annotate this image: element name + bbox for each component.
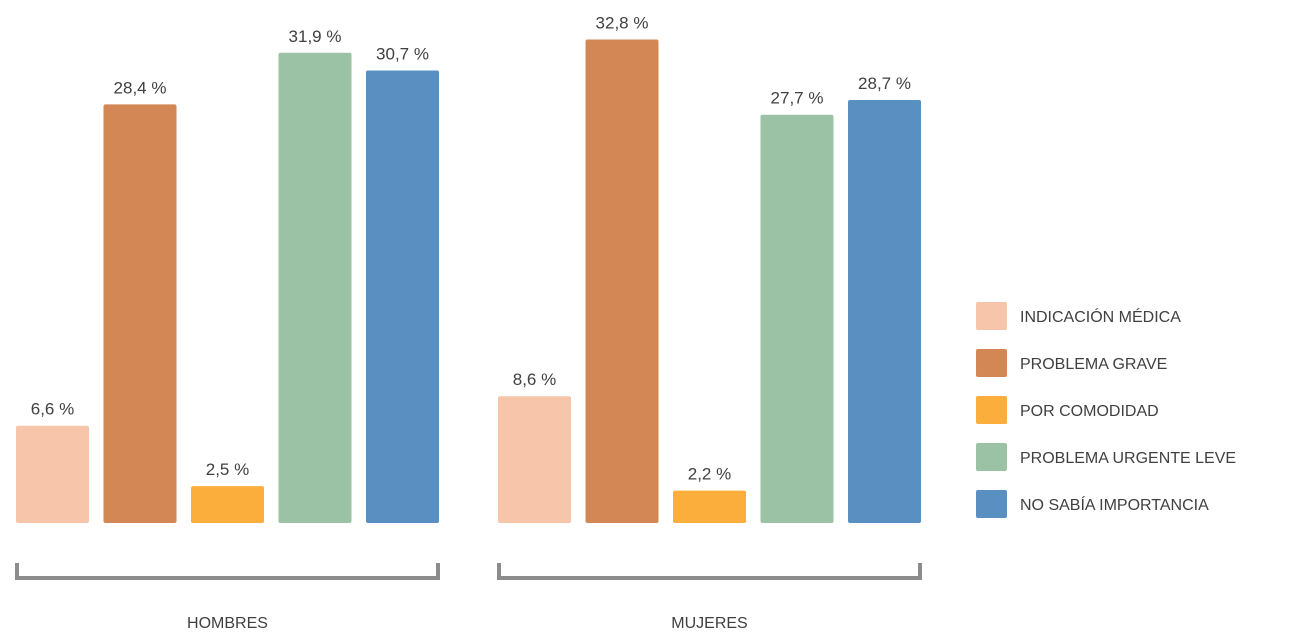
value-label-hombres-problema-grave: 28,4 % bbox=[114, 78, 167, 97]
bar-mujeres-problema-grave bbox=[585, 39, 659, 523]
value-label-hombres-por-comodidad: 2,5 % bbox=[206, 460, 249, 479]
value-labels-layer: 6,6 % 28,4 % 2,5 % 31,9 % 30,7 % 8,6 % 32,8 % 2… bbox=[31, 14, 911, 484]
legend: INDICACIÓN MÉDICA PROBLEMA GRAVE POR COMOD… bbox=[976, 302, 1236, 518]
value-label-hombres-indicacion-medica: 6,6 % bbox=[31, 400, 74, 419]
group-axis: HOMBRES MUJERES bbox=[15, 563, 922, 632]
legend-label-problema-grave: PROBLEMA GRAVE bbox=[1020, 356, 1167, 373]
group-bracket-hombres bbox=[15, 563, 440, 580]
legend-swatch-problema-urgente-leve bbox=[976, 443, 1007, 471]
legend-label-no-sabia-importancia: NO SABÍA IMPORTANCIA bbox=[1020, 495, 1209, 514]
bar-mujeres-por-comodidad bbox=[673, 490, 746, 523]
legend-label-por-comodidad: POR COMODIDAD bbox=[1020, 403, 1159, 420]
value-label-mujeres-problema-grave: 32,8 % bbox=[596, 14, 649, 33]
value-label-mujeres-indicacion-medica: 8,6 % bbox=[513, 370, 556, 389]
legend-swatch-indicacion-medica bbox=[976, 302, 1007, 330]
bar-mujeres-no-sabia-importancia bbox=[848, 99, 921, 523]
bar-hombres-no-sabia-importancia bbox=[366, 70, 439, 524]
value-label-mujeres-por-comodidad: 2,2 % bbox=[688, 465, 731, 484]
group-label-hombres: HOMBRES bbox=[187, 615, 268, 632]
bar-hombres-indicacion-medica bbox=[16, 425, 89, 523]
bar-mujeres-indicacion-medica bbox=[498, 396, 571, 523]
bar-hombres-problema-grave bbox=[103, 104, 177, 523]
bar-hombres-problema-urgente-leve bbox=[278, 52, 352, 523]
legend-swatch-por-comodidad bbox=[976, 396, 1007, 424]
legend-swatch-problema-grave bbox=[976, 349, 1007, 377]
bar-mujeres-problema-urgente-leve bbox=[760, 114, 834, 524]
legend-label-indicacion-medica: INDICACIÓN MÉDICA bbox=[1020, 307, 1181, 326]
legend-label-problema-urgente-leve: PROBLEMA URGENTE LEVE bbox=[1020, 450, 1236, 467]
value-label-mujeres-no-sabia-importancia: 28,7 % bbox=[858, 74, 911, 93]
bar-hombres-por-comodidad bbox=[191, 486, 264, 523]
value-label-mujeres-problema-urgente-leve: 27,7 % bbox=[771, 89, 824, 108]
value-label-hombres-problema-urgente-leve: 31,9 % bbox=[289, 27, 342, 46]
group-label-mujeres: MUJERES bbox=[671, 615, 747, 632]
group-bracket-mujeres bbox=[497, 563, 922, 580]
bars-layer bbox=[16, 39, 921, 524]
legend-swatch-no-sabia-importancia bbox=[976, 490, 1007, 518]
value-label-hombres-no-sabia-importancia: 30,7 % bbox=[376, 44, 429, 63]
